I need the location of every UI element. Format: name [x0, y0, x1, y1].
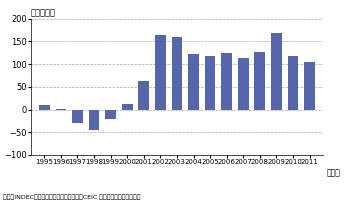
Bar	[304, 62, 315, 110]
Bar	[188, 54, 199, 110]
Bar	[56, 109, 66, 110]
Text: （億ドル）: （億ドル）	[31, 8, 56, 17]
Bar	[105, 110, 116, 119]
Bar	[122, 104, 132, 110]
Bar	[171, 37, 182, 110]
Bar	[254, 52, 265, 110]
Bar	[205, 56, 216, 110]
Text: 資料：INDEC（国家統計局センサス局）、CEIC データベースから作成。: 資料：INDEC（国家統計局センサス局）、CEIC データベースから作成。	[3, 194, 141, 200]
Bar	[138, 81, 149, 110]
Bar	[155, 35, 166, 110]
Bar	[89, 110, 99, 130]
Bar	[39, 105, 50, 110]
Bar	[221, 53, 232, 110]
Text: （年）: （年）	[327, 169, 341, 178]
Bar	[288, 56, 298, 110]
Bar	[271, 33, 282, 110]
Bar	[238, 58, 249, 110]
Bar	[72, 110, 83, 123]
